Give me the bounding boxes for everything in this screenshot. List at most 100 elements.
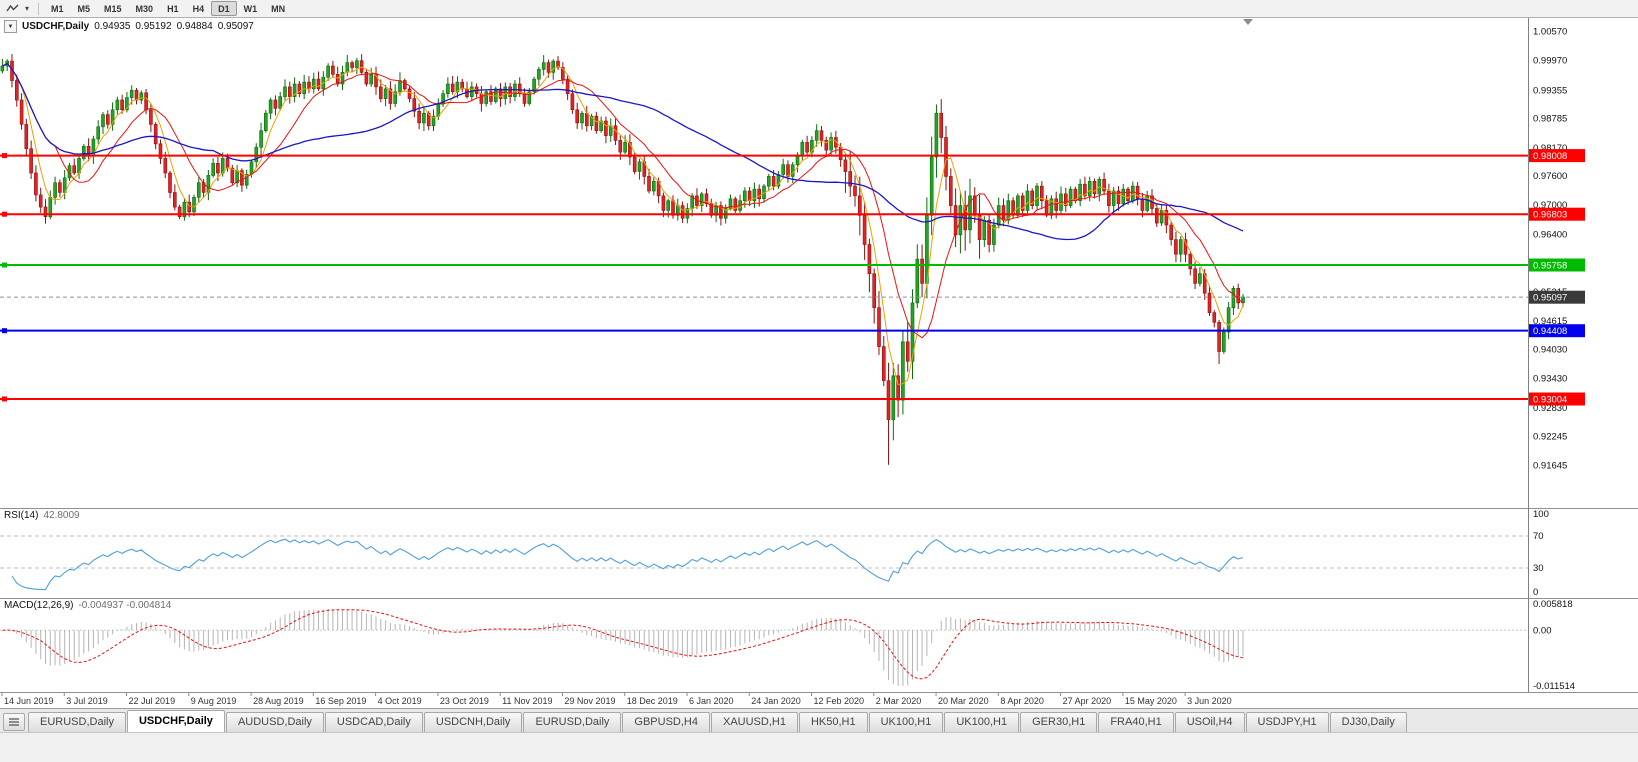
svg-text:15 May 2020: 15 May 2020 <box>1125 696 1177 706</box>
timeframe-button-w1[interactable]: W1 <box>237 1 265 16</box>
svg-text:3 Jun 2020: 3 Jun 2020 <box>1187 696 1232 706</box>
timeframe-button-m1[interactable]: M1 <box>44 1 71 16</box>
chart-tab-label: USDCNH,Daily <box>435 716 511 728</box>
svg-text:18 Dec 2019: 18 Dec 2019 <box>627 696 678 706</box>
timeframe-button-m30[interactable]: M30 <box>129 1 161 16</box>
chart-cursor-button[interactable] <box>3 1 21 16</box>
chart-tab-active[interactable]: USDCHF,Daily <box>126 710 225 732</box>
status-bar <box>0 732 1638 762</box>
svg-text:-0.011514: -0.011514 <box>1533 681 1575 692</box>
svg-text:0.005818: 0.005818 <box>1533 599 1573 610</box>
svg-text:6 Jan 2020: 6 Jan 2020 <box>689 696 734 706</box>
svg-text:0.97600: 0.97600 <box>1533 171 1567 182</box>
time-axis[interactable]: 14 Jun 2019 3 Jul 2019 22 Jul 2019 9 Aug 20… <box>0 692 1638 708</box>
svg-text:70: 70 <box>1533 531 1544 542</box>
svg-text:1.00570: 1.00570 <box>1533 27 1567 38</box>
ohlc-low: 0.94884 <box>176 21 213 32</box>
chart-tab[interactable]: USDCNH,Daily <box>423 712 523 732</box>
chevron-down-icon[interactable]: ▾ <box>24 4 29 13</box>
price-chart-canvas[interactable]: 1.00570 0.99970 0.99355 0.98785 0.98170 0.976… <box>0 18 1638 508</box>
timeframe-button-m15[interactable]: M15 <box>97 1 129 16</box>
chevron-down-icon: ▼ <box>7 24 14 30</box>
ohlc-open: 0.94935 <box>94 21 131 32</box>
svg-text:20 Mar 2020: 20 Mar 2020 <box>938 696 989 706</box>
rsi-value: 42.8009 <box>43 510 80 521</box>
svg-text:24 Jan 2020: 24 Jan 2020 <box>751 696 801 706</box>
svg-text:0.96400: 0.96400 <box>1533 229 1567 240</box>
chart-tab-label: EURUSD,Daily <box>40 716 114 728</box>
tab-list-button[interactable] <box>3 713 25 731</box>
timeframe-button-mn[interactable]: MN <box>264 1 292 16</box>
svg-text:100: 100 <box>1533 509 1549 520</box>
chart-tab[interactable]: DJ30,Daily <box>1329 712 1407 732</box>
svg-text:23 Oct 2019: 23 Oct 2019 <box>440 696 489 706</box>
chart-tab[interactable]: UK100,H1 <box>868 712 944 732</box>
ohlc-close: 0.95097 <box>217 21 254 32</box>
svg-text:0.95097: 0.95097 <box>1533 293 1567 304</box>
chart-tab-label: AUDUSD,Daily <box>237 716 312 728</box>
macd-indicator-panel: 0.005818 0.00 -0.011514 MACD(12,26,9) -0.0… <box>0 598 1638 692</box>
chart-tab-label: USDCAD,Daily <box>336 716 411 728</box>
chart-tab[interactable]: XAUUSD,H1 <box>710 712 798 732</box>
chart-tab[interactable]: USOil,H4 <box>1174 712 1245 732</box>
svg-text:0.96803: 0.96803 <box>1533 210 1567 221</box>
chart-tab-label: USDJPY,H1 <box>1257 716 1317 728</box>
rsi-indicator-panel: 100 70 30 0 RSI(14) 42.8009 <box>0 508 1638 598</box>
timeframe-button-h4[interactable]: H4 <box>186 1 212 16</box>
chart-tab[interactable]: UK100,H1 <box>944 712 1020 732</box>
main-chart-panel: 1.00570 0.99970 0.99355 0.98785 0.98170 0.976… <box>0 18 1638 508</box>
svg-text:11 Nov 2019: 11 Nov 2019 <box>502 696 552 706</box>
chart-tab[interactable]: FRA40,H1 <box>1098 712 1174 732</box>
zigzag-chart-icon <box>5 4 18 12</box>
chart-tab[interactable]: AUDUSD,Daily <box>225 712 324 732</box>
svg-text:0.99355: 0.99355 <box>1533 86 1567 97</box>
timeframe-button-h1[interactable]: H1 <box>160 1 186 16</box>
svg-text:0.93430: 0.93430 <box>1533 374 1567 385</box>
svg-text:22 Jul 2019: 22 Jul 2019 <box>129 696 176 706</box>
chart-symbol-label: USDCHF,Daily <box>22 21 90 32</box>
chart-tab[interactable]: GER30,H1 <box>1020 712 1098 732</box>
chart-tab-label: DJ30,Daily <box>1341 716 1395 728</box>
svg-text:0.97000: 0.97000 <box>1533 200 1567 211</box>
time-axis-panel: 14 Jun 2019 3 Jul 2019 22 Jul 2019 9 Aug 20… <box>0 692 1638 708</box>
timeframe-button-m5[interactable]: M5 <box>71 1 98 16</box>
chart-tab[interactable]: EURUSD,Daily <box>523 712 622 732</box>
chart-tab[interactable]: GBPUSD,H4 <box>622 712 710 732</box>
svg-text:0.99970: 0.99970 <box>1533 56 1567 67</box>
chart-tab[interactable]: EURUSD,Daily <box>28 712 126 732</box>
svg-text:16 Sep 2019: 16 Sep 2019 <box>315 696 366 706</box>
toolbar-separator <box>38 2 39 15</box>
chart-tab-label: EURUSD,Daily <box>535 716 610 728</box>
macd-value: -0.004937 -0.004814 <box>78 600 172 611</box>
chart-tab-label: GBPUSD,H4 <box>634 716 698 728</box>
svg-text:9 Aug 2019: 9 Aug 2019 <box>191 696 237 706</box>
svg-text:0.98170: 0.98170 <box>1533 143 1567 154</box>
chart-tab-label: UK100,H1 <box>956 716 1008 728</box>
svg-text:0.91645: 0.91645 <box>1533 461 1567 472</box>
rsi-indicator-canvas[interactable]: 100 70 30 0 <box>0 508 1638 598</box>
svg-text:0.00: 0.00 <box>1533 626 1552 637</box>
svg-text:27 Apr 2020: 27 Apr 2020 <box>1063 696 1112 706</box>
svg-text:0.94408: 0.94408 <box>1533 326 1567 337</box>
chart-tab-label: XAUUSD,H1 <box>722 716 786 728</box>
chart-tab-label: HK50,H1 <box>810 716 856 728</box>
macd-label: MACD(12,26,9) <box>4 600 74 611</box>
svg-text:3 Jul 2019: 3 Jul 2019 <box>66 696 108 706</box>
svg-text:0.98785: 0.98785 <box>1533 113 1567 124</box>
ohlc-high: 0.95192 <box>135 21 172 32</box>
timeframe-button-d1[interactable]: D1 <box>211 1 237 16</box>
svg-text:0.93004: 0.93004 <box>1533 395 1567 406</box>
symbol-dropdown-button[interactable]: ▼ <box>4 20 17 33</box>
svg-text:12 Feb 2020: 12 Feb 2020 <box>814 696 865 706</box>
chart-tab[interactable]: USDJPY,H1 <box>1245 712 1329 732</box>
macd-indicator-canvas[interactable]: 0.005818 0.00 -0.011514 <box>0 598 1638 692</box>
svg-text:2 Mar 2020: 2 Mar 2020 <box>876 696 922 706</box>
chart-tab[interactable]: USDCAD,Daily <box>324 712 423 732</box>
svg-text:0.95758: 0.95758 <box>1533 261 1567 272</box>
chart-tab-label: USDCHF,Daily <box>138 715 213 727</box>
macd-title-bar: MACD(12,26,9) -0.004937 -0.004814 <box>4 600 171 611</box>
chart-tab-label: USOil,H4 <box>1186 716 1233 728</box>
svg-text:0.94030: 0.94030 <box>1533 345 1567 356</box>
svg-text:0.98008: 0.98008 <box>1533 151 1567 162</box>
chart-tab[interactable]: HK50,H1 <box>798 712 868 732</box>
